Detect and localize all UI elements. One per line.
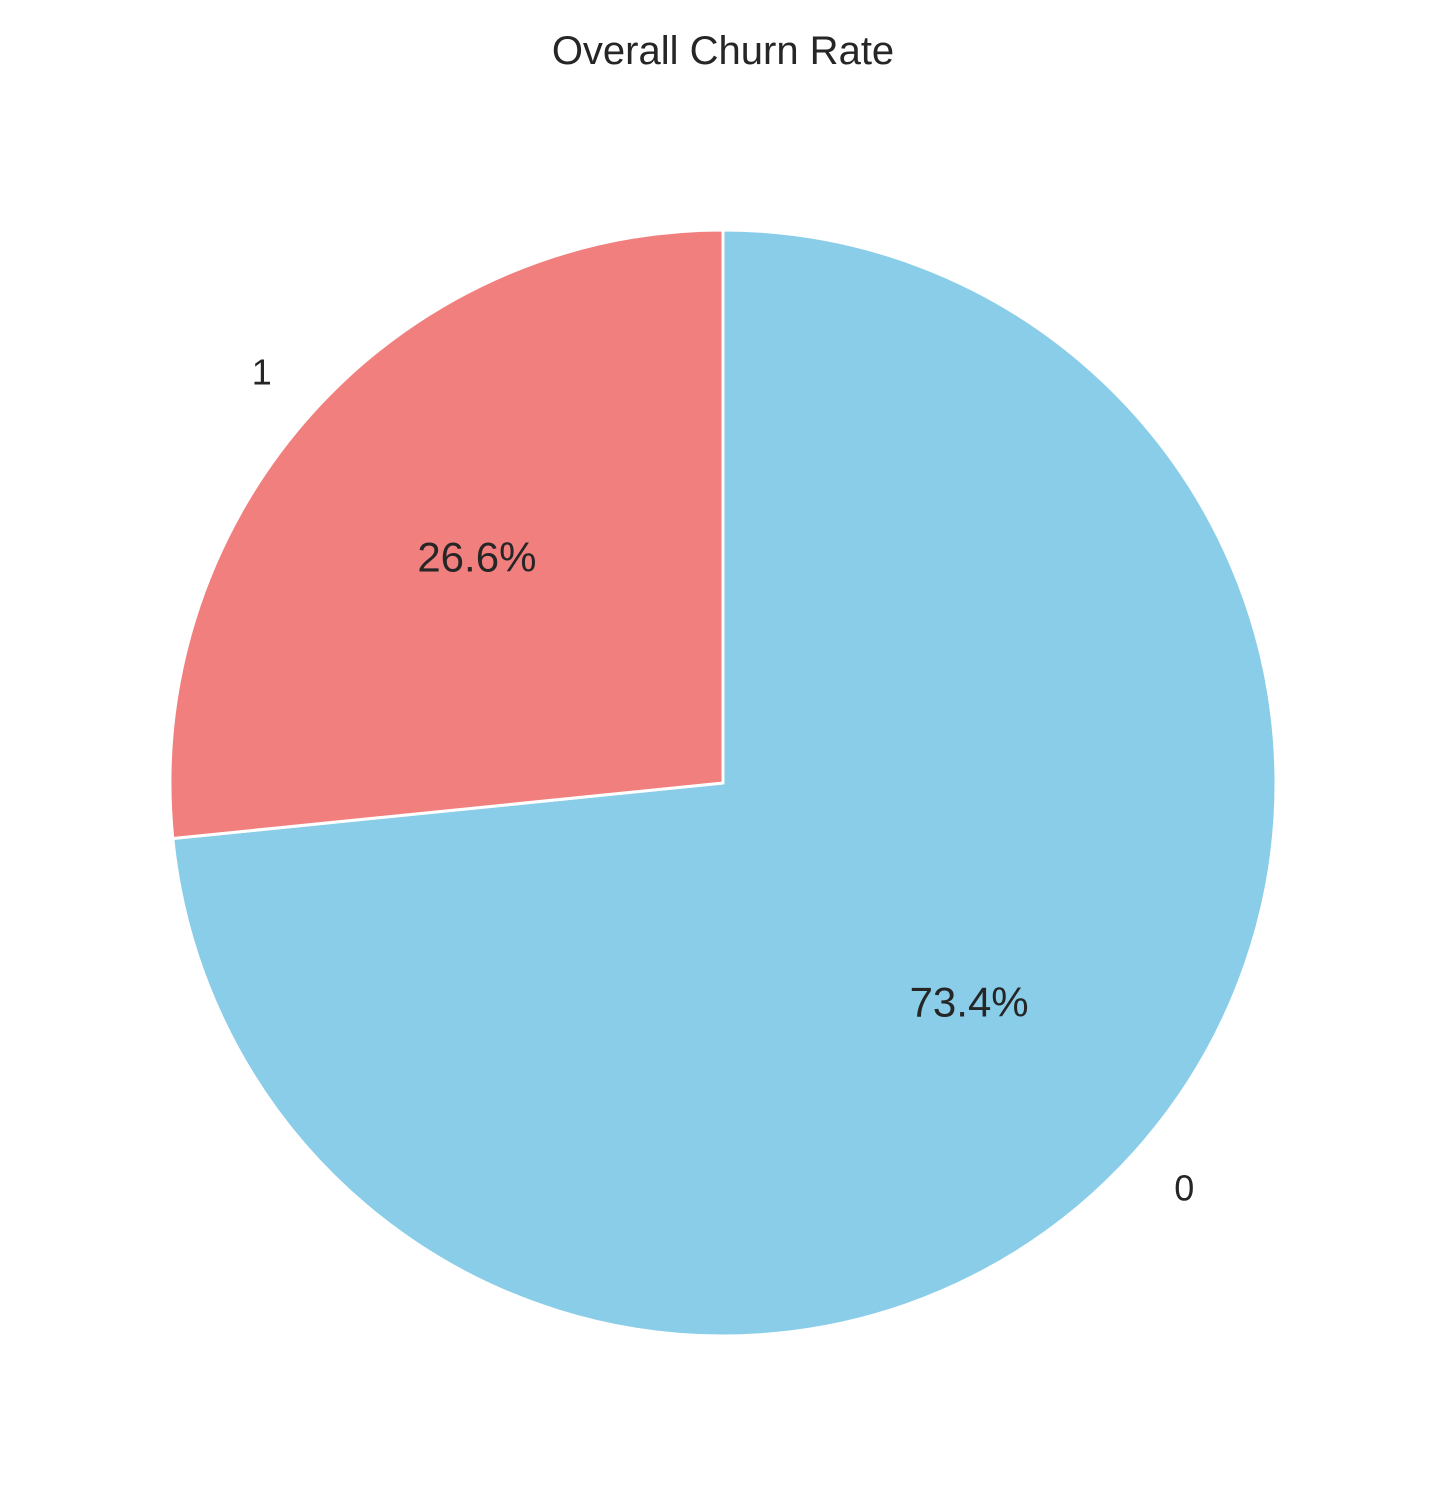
slice-label-1: 1: [252, 352, 272, 393]
chart-title: Overall Churn Rate: [552, 29, 894, 73]
pie-labels: 0 73.4% 1 26.6%: [252, 352, 1194, 1209]
pie-slice-1: [168, 228, 725, 840]
slice-label-0: 0: [1174, 1167, 1194, 1208]
percent-label-1: 26.6%: [417, 534, 536, 581]
pie-slices: [168, 228, 1278, 1338]
percent-label-0: 73.4%: [910, 979, 1029, 1026]
